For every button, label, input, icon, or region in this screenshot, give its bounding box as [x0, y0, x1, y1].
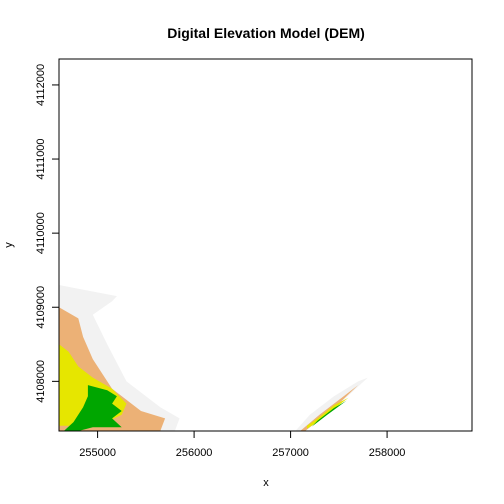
chart-title: Digital Elevation Model (DEM) — [167, 25, 365, 41]
elevation-region-level-1 — [295, 377, 368, 431]
elevation-raster — [59, 285, 368, 431]
y-tick-label: 4112000 — [35, 64, 47, 106]
y-axis: 4108000 4109000 4110000 4111000 4112000 — [35, 64, 60, 403]
x-tick-label: 258000 — [369, 447, 406, 459]
elevation-region-level-4 — [63, 385, 122, 431]
x-tick-label: 255000 — [79, 447, 116, 459]
x-axis-label: x — [263, 477, 269, 489]
x-axis: 255000 256000 257000 258000 — [79, 430, 406, 459]
y-tick-label: 4108000 — [35, 360, 47, 403]
y-tick-label: 4110000 — [35, 212, 47, 254]
x-tick-label: 257000 — [272, 447, 309, 459]
y-tick-label: 4109000 — [35, 286, 47, 329]
x-tick-label: 256000 — [176, 447, 213, 459]
y-tick-label: 4111000 — [35, 138, 47, 179]
elevation-region-level-2 — [300, 385, 359, 431]
y-axis-label: y — [3, 242, 15, 248]
